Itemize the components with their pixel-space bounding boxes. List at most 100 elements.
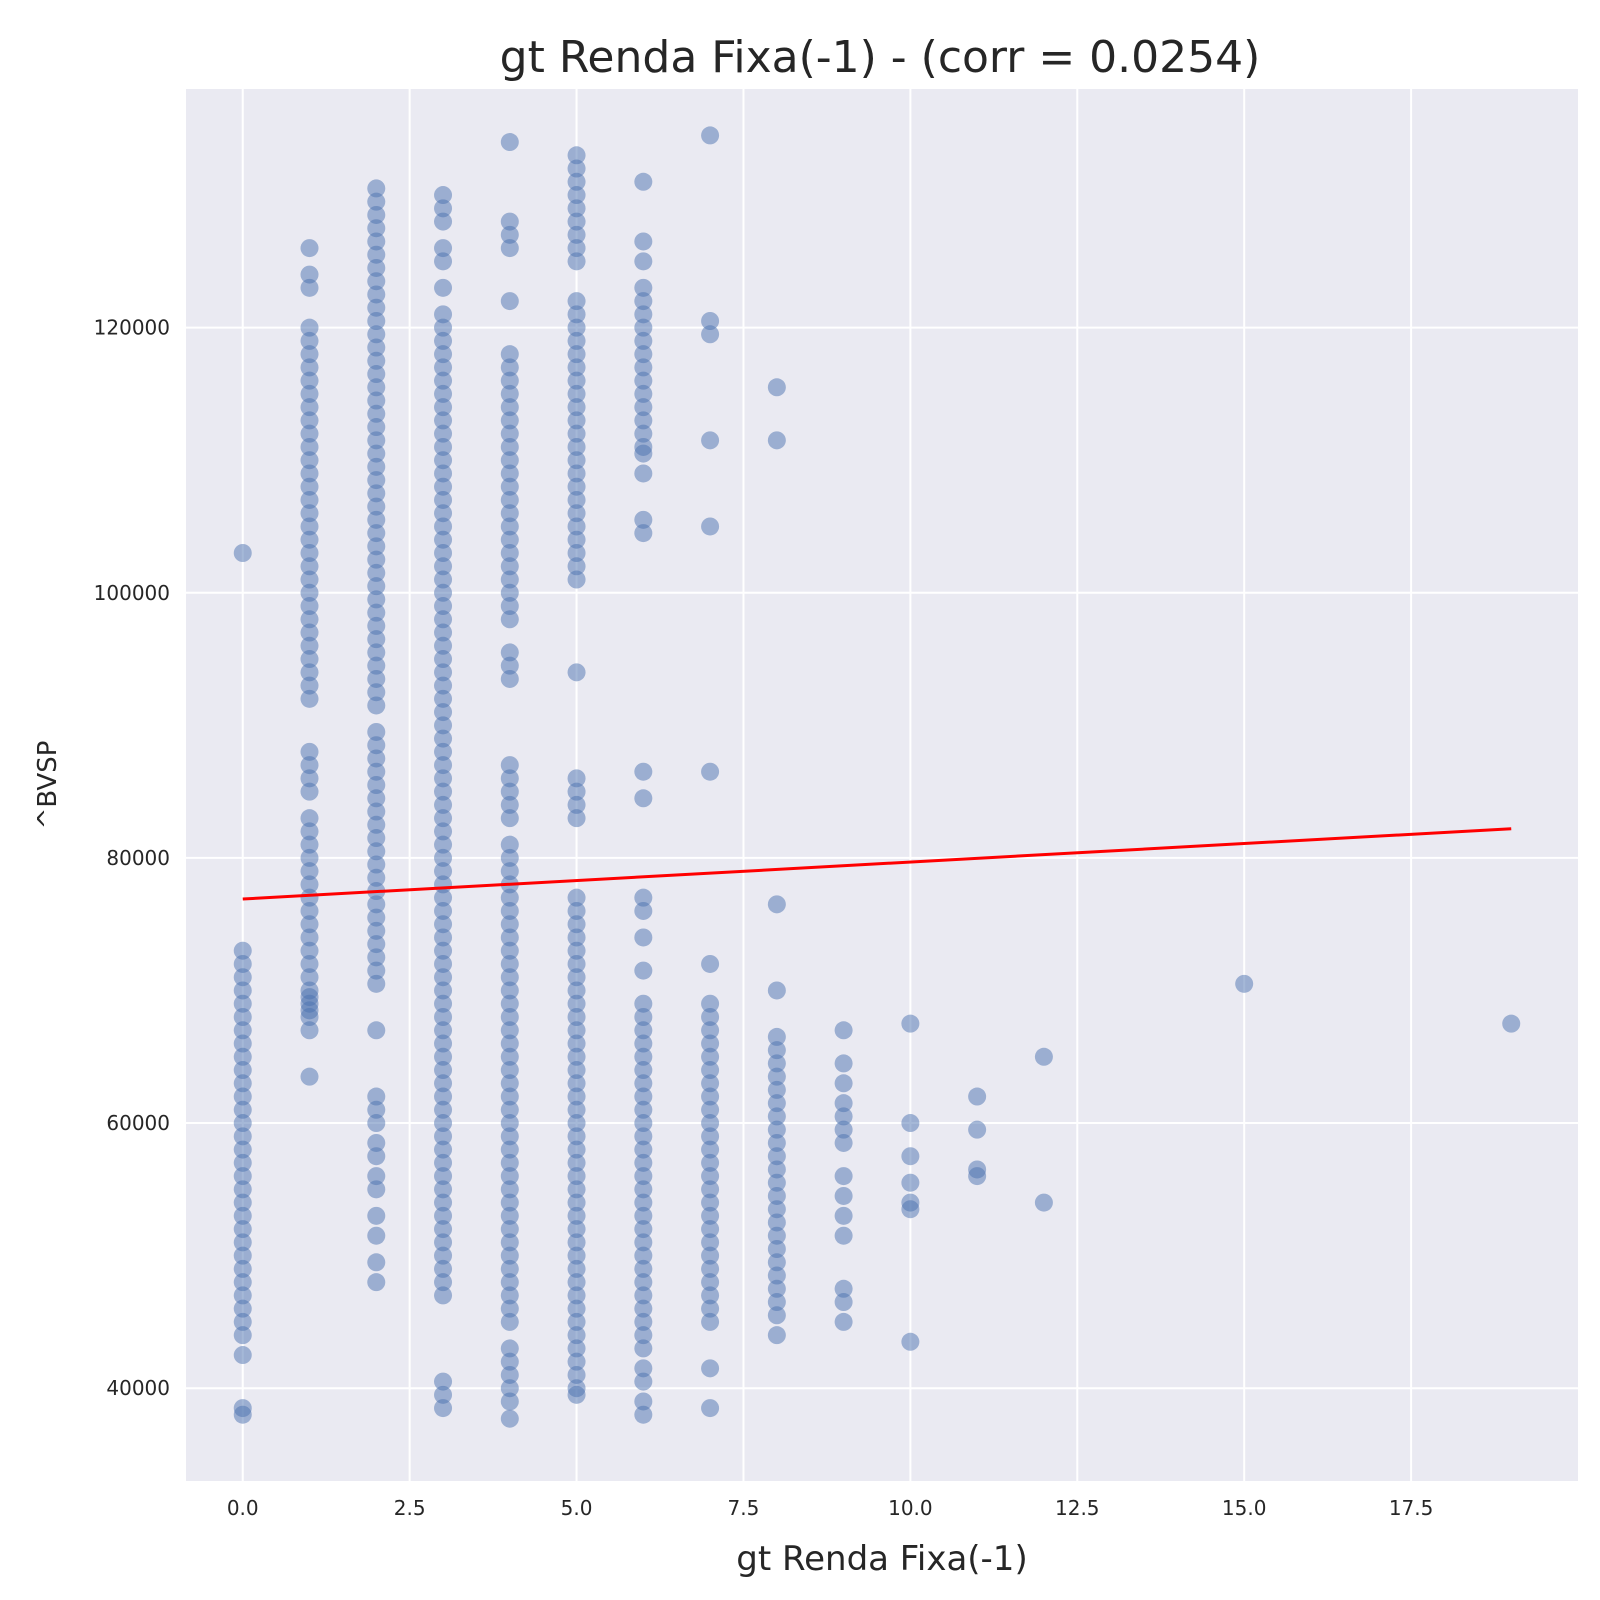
data-point [367,895,386,914]
data-point [500,1087,519,1106]
x-tick-labels: 0.0 2.5 5.0 7.5 10.0 12.5 15.0 17.5 [227,1496,1434,1520]
data-point [233,1140,252,1159]
data-point [233,1286,252,1305]
data-point [701,1359,720,1378]
data-point [434,968,453,987]
y-tick-labels: 40000 60000 80000 100000 120000 [94,316,170,1401]
data-point [567,411,586,430]
x-tick-label: 17.5 [1389,1496,1434,1520]
data-point [634,1074,653,1093]
data-point [567,252,586,271]
data-point [567,570,586,589]
data-point [567,1193,586,1212]
data-point [500,795,519,814]
data-point [367,418,386,437]
data-point [367,789,386,808]
data-point [367,1226,386,1245]
data-point [567,968,586,987]
data-point [300,809,319,828]
data-point [567,371,586,390]
data-point [634,371,653,390]
data-point [300,663,319,682]
data-point [500,656,519,675]
fit-line-group [242,827,1512,901]
data-point [500,557,519,576]
data-point [367,298,386,317]
data-point [434,570,453,589]
data-point [567,530,586,549]
data-point [500,1312,519,1331]
data-point [434,1008,453,1026]
data-point [634,961,653,980]
data-point [567,1034,586,1053]
data-point [367,338,386,357]
data-point [300,676,319,695]
x-tick-label: 0.0 [227,1496,259,1520]
data-point [567,1114,586,1133]
data-point [300,782,319,801]
data-point [233,981,252,1000]
data-point [634,1220,653,1239]
data-point [767,1240,786,1258]
data-point [300,901,319,920]
data-point [500,1233,519,1252]
data-point [233,1259,252,1278]
data-point [567,318,586,337]
data-point [300,1067,319,1086]
data-point [901,1147,920,1166]
data-point [767,1293,786,1312]
data-point [434,716,453,735]
data-point [500,1114,519,1133]
data-point [300,1001,319,1020]
data-point [233,1246,252,1265]
data-point [500,1140,519,1159]
data-point [500,544,519,562]
data-point [434,689,453,708]
data-point [500,345,519,364]
data-point [233,1100,252,1119]
data-point [500,490,519,509]
data-point [367,974,386,993]
data-point [767,1279,786,1298]
data-point [500,239,519,258]
data-point [233,1153,252,1172]
data-point [567,1047,586,1066]
data-point [367,484,386,503]
data-point [567,305,586,324]
data-point [701,1193,720,1212]
data-point [701,325,720,344]
data-point [367,457,386,476]
data-point [767,1054,786,1073]
data-point [567,1206,586,1225]
data-point [367,1253,386,1272]
data-point [500,530,519,549]
data-point [434,928,453,947]
y-tick-label: 80000 [106,846,170,870]
data-point [434,756,453,775]
data-point [300,636,319,655]
data-point [634,789,653,808]
data-point [500,915,519,934]
data-point [367,258,386,277]
data-point [767,1133,786,1152]
data-point [634,398,653,417]
data-point [367,1273,386,1292]
data-point [233,1047,252,1066]
data-point [233,1312,252,1331]
data-point [500,597,519,616]
data-point [300,583,319,602]
data-point [367,563,386,582]
data-point [434,1061,453,1080]
data-point [701,517,720,536]
data-point [434,729,453,748]
data-point [968,1167,987,1186]
data-point [767,1200,786,1219]
data-point [634,232,653,251]
data-point [233,1021,252,1040]
data-point [367,829,386,848]
data-point [834,1312,853,1331]
data-point [367,749,386,768]
data-point [701,954,720,973]
data-point [701,762,720,781]
data-point [500,968,519,987]
